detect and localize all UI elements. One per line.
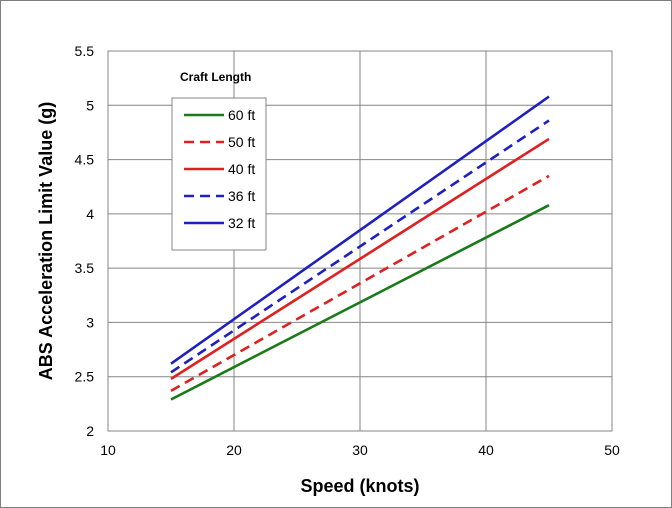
y-tick-label: 3.5 [75, 260, 95, 276]
x-tick-label: 30 [352, 442, 368, 458]
x-tick-labels: 10 20 30 40 50 [100, 442, 620, 458]
series-line [170, 137, 550, 380]
legend-label: 40 ft [228, 161, 255, 177]
series-line [170, 174, 550, 392]
legend-label: 50 ft [228, 134, 255, 150]
y-tick-label: 3 [86, 314, 94, 330]
legend-items: 60 ft 50 ft 40 ft 36 ft 32 ft [184, 107, 255, 231]
x-tick-label: 50 [604, 442, 620, 458]
legend-label: 36 ft [228, 188, 255, 204]
legend-title: Craft Length [180, 70, 251, 84]
series-line [170, 119, 550, 374]
legend-label: 32 ft [228, 215, 255, 231]
series-layer [170, 95, 550, 401]
y-tick-label: 5 [86, 97, 94, 113]
y-tick-label: 2.5 [75, 369, 95, 385]
y-axis-title: ABS Acceleration Limit Value (g) [36, 102, 56, 380]
y-tick-label: 5.5 [75, 43, 95, 59]
x-axis-title: Speed (knots) [300, 476, 419, 496]
y-tick-label: 4 [86, 206, 94, 222]
plot-area-border [107, 50, 613, 432]
y-tick-label: 2 [86, 423, 94, 439]
y-tick-label: 4.5 [75, 152, 95, 168]
x-tick-label: 10 [100, 442, 116, 458]
series-line [170, 204, 550, 401]
y-tick-labels: 2 2.5 3 3.5 4 4.5 5 5.5 [75, 43, 95, 439]
legend-label: 60 ft [228, 107, 255, 123]
x-tick-label: 40 [478, 442, 494, 458]
legend: Craft Length 60 ft 50 ft 40 ft 36 ft 32 ft [171, 70, 267, 251]
x-tick-label: 20 [226, 442, 242, 458]
legend-box [171, 97, 267, 251]
series-line [170, 95, 550, 365]
